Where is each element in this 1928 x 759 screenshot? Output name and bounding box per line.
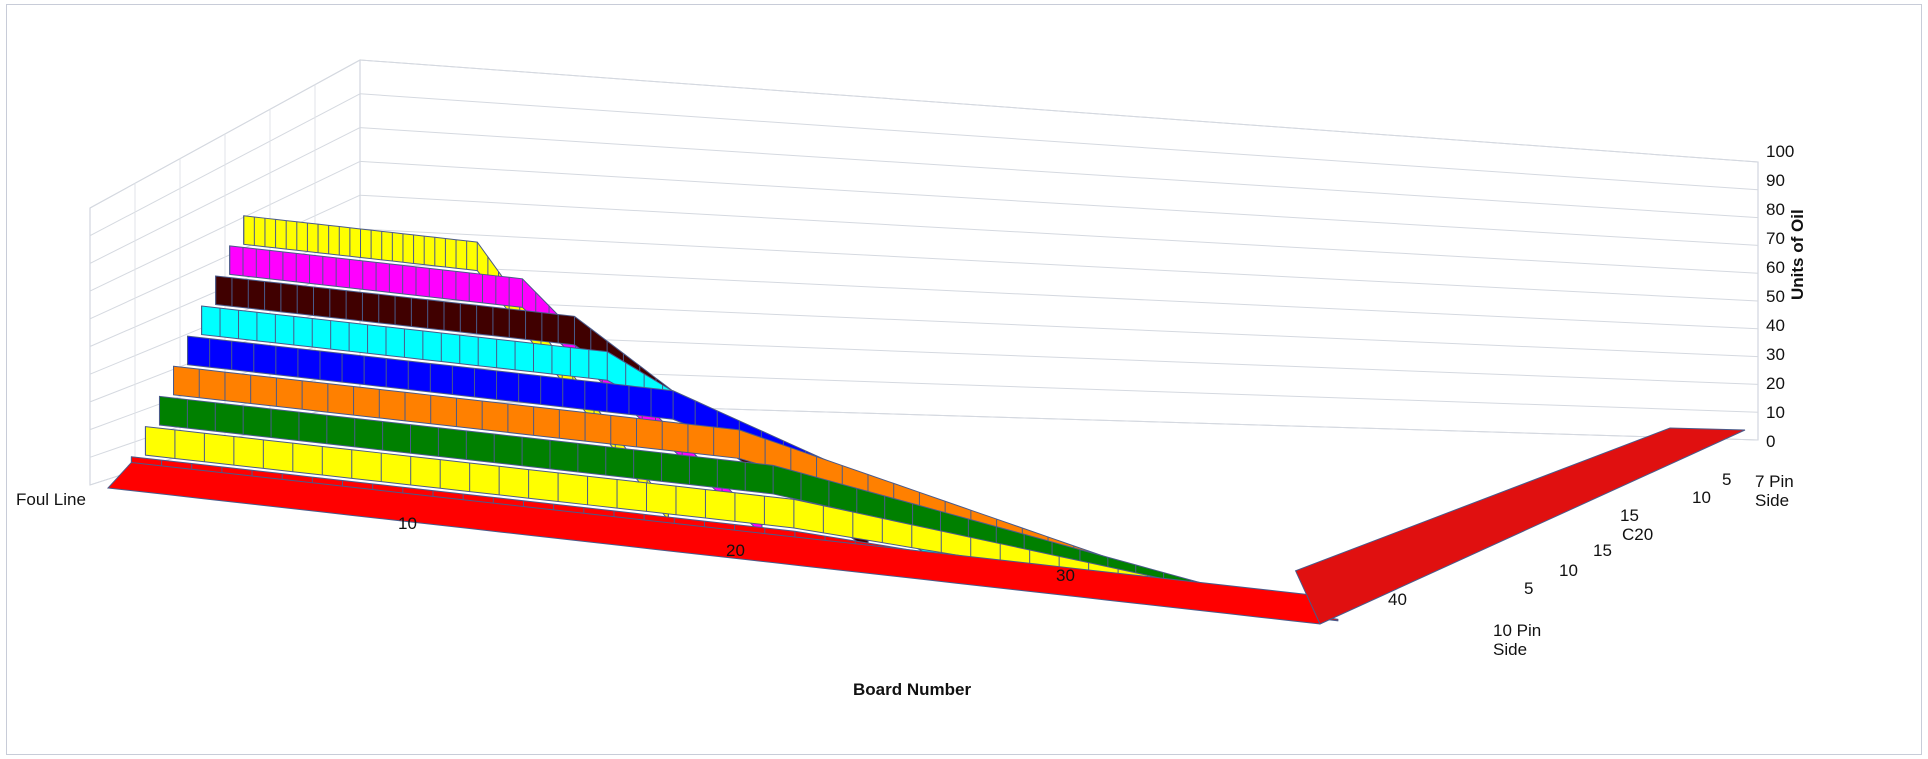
- x-tick-label: 10: [398, 514, 417, 533]
- z-tick-label: 40: [1766, 316, 1785, 335]
- y-tick-label: 5: [1524, 579, 1534, 598]
- z-tick-label: 100: [1766, 142, 1795, 161]
- ten-pin-side-label: 10 Pin Side: [1493, 621, 1542, 659]
- x-tick-label: 20: [726, 541, 745, 560]
- z-axis-title: Units of Oil: [1788, 209, 1807, 300]
- y-tick-label: 10: [1692, 488, 1711, 507]
- z-tick-label: 0: [1766, 432, 1776, 451]
- z-tick-label: 20: [1766, 374, 1785, 393]
- surface-end-wedge: [1294, 427, 1746, 625]
- z-tick-label: 90: [1766, 171, 1785, 190]
- z-gridline: [359, 262, 1759, 330]
- z-tick-label: 80: [1766, 200, 1785, 219]
- z-gridline: [359, 228, 1759, 302]
- y-tick-label: 15: [1620, 506, 1639, 525]
- z-tick-label: 60: [1766, 258, 1785, 277]
- foul-line-label: Foul Line: [16, 490, 86, 509]
- seven-pin-side-label: 7 Pin Side: [1755, 472, 1794, 510]
- x-tick-label: 40: [1388, 590, 1407, 609]
- z-gridline: [359, 296, 1759, 358]
- z-gridline: [359, 127, 1759, 219]
- z-gridline: [359, 160, 1759, 246]
- z-gridline: [359, 59, 1759, 163]
- x-axis-title: Board Number: [853, 680, 972, 699]
- y-tick-label: 5: [1722, 470, 1732, 489]
- z-tick-label: 30: [1766, 345, 1785, 364]
- y-tick-label: 10: [1559, 561, 1578, 580]
- z-gridline: [359, 93, 1759, 191]
- y-tick-label: C20: [1622, 525, 1654, 544]
- x-tick-label: 30: [1056, 566, 1075, 585]
- z-gridline: [359, 194, 1759, 274]
- z-tick-label: 50: [1766, 287, 1785, 306]
- z-tick-label: 10: [1766, 403, 1785, 422]
- chart-frame: [6, 4, 1922, 755]
- z-tick-label: 70: [1766, 229, 1785, 248]
- y-tick-label: 15: [1593, 541, 1612, 560]
